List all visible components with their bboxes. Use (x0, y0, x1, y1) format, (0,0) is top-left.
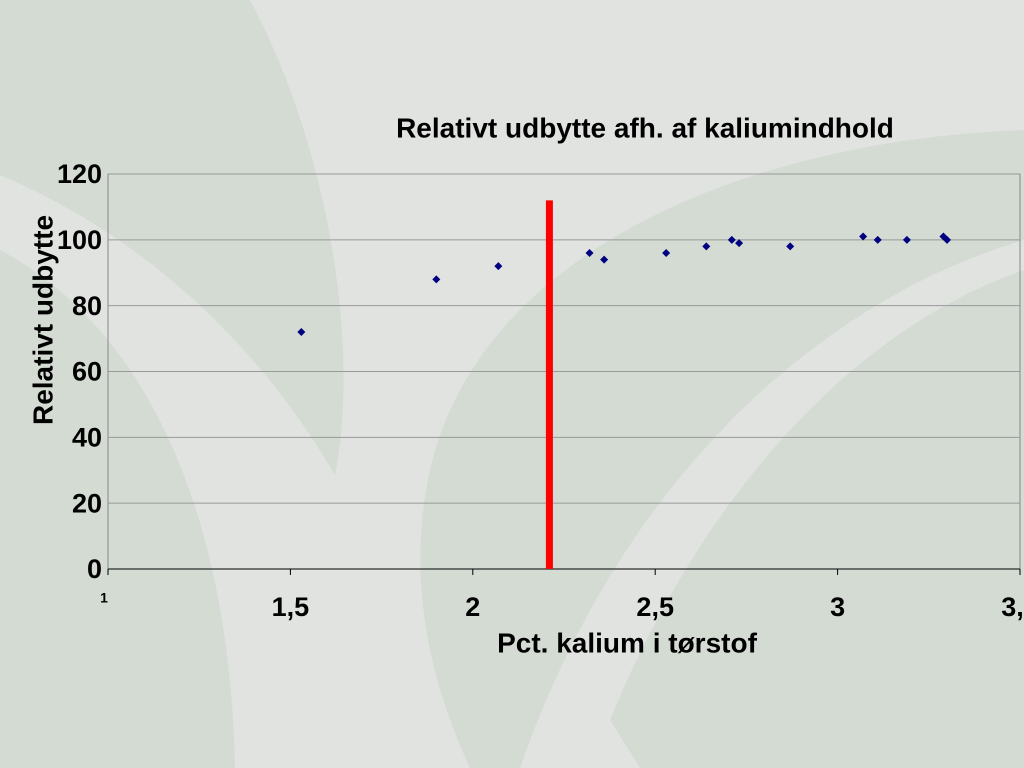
decor-leaf (420, 130, 1024, 768)
x-tick-label: 1,5 (272, 592, 310, 622)
point (702, 242, 711, 251)
x-tick-label: 3,5 (1001, 592, 1024, 622)
y-tick-label: 60 (72, 357, 102, 387)
y-tick-label: 40 (72, 422, 102, 452)
point (494, 262, 503, 271)
x-axis-title: Pct. kalium i tørstof (497, 627, 757, 658)
x-tick-label: 3 (830, 592, 845, 622)
y-axis-title: Relativt udbytte (27, 215, 58, 425)
point (735, 239, 744, 248)
chart-title: Relativt udbytte afh. af kaliumindhold (396, 112, 894, 143)
y-tick-label: 100 (57, 225, 102, 255)
x-tick-label: 2,5 (636, 592, 674, 622)
point (585, 249, 594, 257)
point (727, 235, 736, 244)
point (297, 328, 306, 336)
point (859, 232, 868, 241)
decor-leaf (0, 0, 344, 475)
x-tick-label: 2 (465, 592, 480, 622)
y-tick-label: 0 (87, 554, 102, 584)
point (662, 249, 671, 257)
y-tick-label: 120 (57, 159, 102, 189)
point (432, 275, 441, 284)
y-tick-label: 80 (72, 291, 102, 321)
point (873, 235, 882, 244)
point (902, 235, 911, 244)
decor-leaf (610, 270, 1024, 768)
y-tick-label: 20 (72, 488, 102, 518)
point (600, 255, 609, 264)
decor-leaf (0, 250, 235, 768)
x-tick-label: 1 (100, 590, 108, 606)
point (786, 242, 795, 251)
point (943, 235, 952, 244)
